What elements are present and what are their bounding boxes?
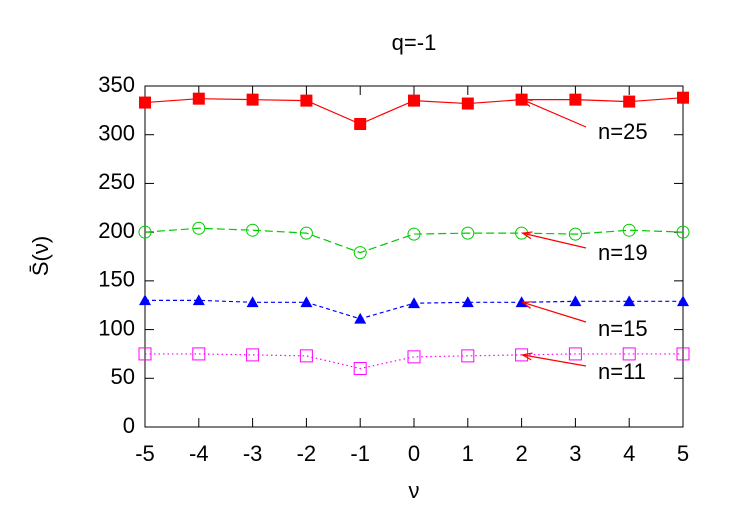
- y-tick-label: 300: [98, 121, 135, 146]
- marker: [623, 95, 636, 108]
- x-tick-label: 4: [623, 441, 635, 466]
- x-tick-label: 1: [462, 441, 474, 466]
- x-tick-label: 3: [569, 441, 581, 466]
- label-arrow: [522, 99, 587, 128]
- marker: [408, 297, 420, 309]
- marker: [407, 350, 421, 364]
- y-tick-label: 200: [98, 218, 135, 243]
- arrow-head: [520, 301, 533, 309]
- marker: [461, 296, 474, 308]
- x-tick-label: -5: [135, 441, 155, 466]
- marker: [461, 97, 474, 110]
- marker: [246, 223, 260, 237]
- series-label: n=15: [598, 316, 648, 341]
- marker: [622, 347, 636, 361]
- x-tick-label: -3: [243, 441, 263, 466]
- label-arrow: [522, 232, 587, 249]
- x-tick-label: 2: [515, 441, 527, 466]
- y-tick-label: 100: [98, 315, 135, 340]
- marker: [407, 227, 421, 241]
- marker: [461, 349, 475, 363]
- series-line: [145, 353, 683, 370]
- marker: [299, 226, 313, 240]
- marker: [568, 347, 582, 361]
- marker: [299, 349, 313, 363]
- arrow-head: [520, 352, 533, 361]
- x-axis-label: ν: [409, 478, 420, 503]
- marker: [353, 362, 367, 376]
- marker: [677, 295, 689, 307]
- x-tick-label: -2: [297, 441, 317, 466]
- x-tick-label: -4: [189, 441, 209, 466]
- marker: [138, 225, 152, 239]
- marker: [246, 93, 259, 106]
- marker: [300, 296, 313, 308]
- marker: [353, 246, 367, 260]
- chart-title: q=-1: [392, 30, 437, 55]
- marker: [300, 94, 313, 107]
- marker: [138, 347, 152, 361]
- marker: [676, 347, 690, 361]
- marker: [515, 348, 529, 362]
- arrow-head: [520, 231, 533, 240]
- marker: [139, 294, 151, 306]
- marker: [408, 94, 420, 107]
- marker: [192, 221, 206, 235]
- series-label: n=25: [598, 119, 648, 144]
- marker: [192, 92, 205, 105]
- marker: [192, 294, 205, 306]
- series-label: n=19: [598, 240, 648, 265]
- marker: [677, 91, 689, 104]
- marker: [515, 93, 528, 106]
- label-arrow: [522, 301, 587, 323]
- marker: [676, 225, 690, 239]
- x-tick-label: -1: [350, 441, 370, 466]
- marker: [622, 223, 636, 237]
- x-tick-label: 0: [408, 441, 420, 466]
- y-tick-label: 350: [98, 72, 135, 97]
- y-tick-label: 250: [98, 169, 135, 194]
- marker: [192, 347, 206, 361]
- marker: [461, 226, 475, 240]
- y-tick-label: 0: [123, 413, 135, 438]
- marker: [354, 312, 367, 324]
- marker: [568, 227, 582, 241]
- y-tick-label: 50: [111, 364, 135, 389]
- y-tick-label: 150: [98, 267, 135, 292]
- marker: [139, 96, 151, 109]
- marker: [623, 295, 636, 307]
- x-tick-label: 5: [677, 441, 689, 466]
- label-arrow: [522, 354, 587, 367]
- series-line: [144, 227, 684, 254]
- series-label: n=11: [598, 359, 646, 384]
- y-axis-label: S̄(ν): [28, 236, 53, 276]
- marker: [246, 348, 260, 362]
- arrow-head: [520, 98, 533, 107]
- marker: [569, 295, 582, 307]
- marker: [354, 117, 367, 130]
- marker: [246, 296, 259, 308]
- marker: [569, 93, 582, 106]
